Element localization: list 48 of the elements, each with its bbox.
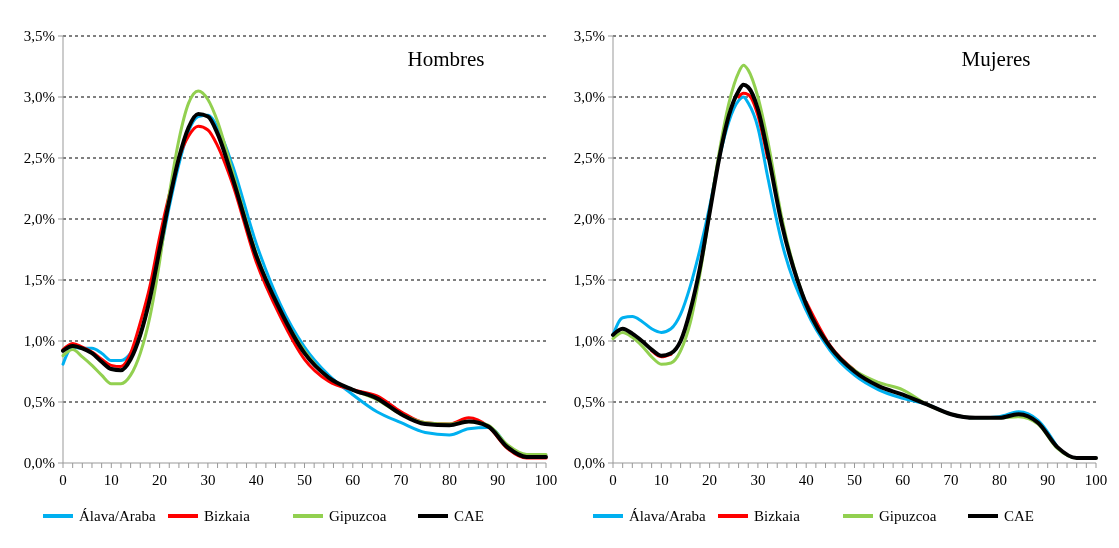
x-tick-label: 0 — [59, 472, 67, 488]
text: Mujeres — [961, 47, 1031, 71]
x-tick-label: 70 — [393, 472, 409, 488]
y-tick-label: 3,5% — [23, 28, 55, 45]
x-tick-label: 70 — [943, 472, 959, 488]
y-tick-label: 2,5% — [573, 150, 605, 167]
y-tick-label: 1,5% — [23, 272, 55, 289]
x-tick-label: 10 — [103, 472, 119, 488]
y-tick-label: 0,5% — [23, 394, 55, 411]
legend-label: Álava/Araba — [629, 508, 706, 525]
x-tick-label: 40 — [798, 472, 814, 488]
x-tick-label: 90 — [1040, 472, 1056, 488]
y-tick-label: 1,0% — [573, 333, 605, 350]
x-tick-label: 90 — [490, 472, 506, 488]
y-tick-label: 0,5% — [573, 394, 605, 411]
x-tick-label: 100 — [534, 472, 558, 488]
legend-label: Álava/Araba — [79, 508, 156, 525]
legend-label: Bizkaia — [754, 508, 801, 525]
x-tick-label: 20 — [152, 472, 168, 488]
legend-label: Bizkaia — [204, 508, 251, 525]
y-tick-label: 2,0% — [573, 211, 605, 228]
x-tick-label: 50 — [297, 472, 312, 488]
y-tick-label: 1,0% — [23, 333, 55, 350]
y-tick-label: 3,0% — [23, 89, 55, 106]
x-tick-label: 40 — [248, 472, 264, 488]
y-tick-label: 3,0% — [573, 89, 605, 106]
x-tick-label: 80 — [441, 472, 457, 488]
x-tick-label: 10 — [653, 472, 669, 488]
x-tick-label: 60 — [895, 472, 911, 488]
y-tick-label: 3,5% — [573, 28, 605, 45]
y-tick-label: 1,5% — [573, 272, 605, 289]
x-tick-label: 100 — [1084, 472, 1108, 488]
x-tick-label: 0 — [609, 472, 617, 488]
y-tick-label: 2,5% — [23, 150, 55, 167]
y-tick-label: 0,0% — [23, 455, 55, 472]
y-tick-label: 0,0% — [573, 455, 605, 472]
x-tick-label: 30 — [750, 472, 766, 488]
x-tick-label: 50 — [847, 472, 862, 488]
text: Hombres — [407, 47, 485, 71]
legend-label: Gipuzcoa — [879, 508, 937, 525]
legend-label: CAE — [1004, 508, 1034, 525]
y-tick-label: 2,0% — [23, 211, 55, 228]
legend-label: Gipuzcoa — [329, 508, 387, 525]
x-tick-label: 20 — [702, 472, 718, 488]
legend-label: CAE — [454, 508, 484, 525]
x-tick-label: 80 — [991, 472, 1007, 488]
x-tick-label: 30 — [200, 472, 216, 488]
x-tick-label: 60 — [345, 472, 361, 488]
